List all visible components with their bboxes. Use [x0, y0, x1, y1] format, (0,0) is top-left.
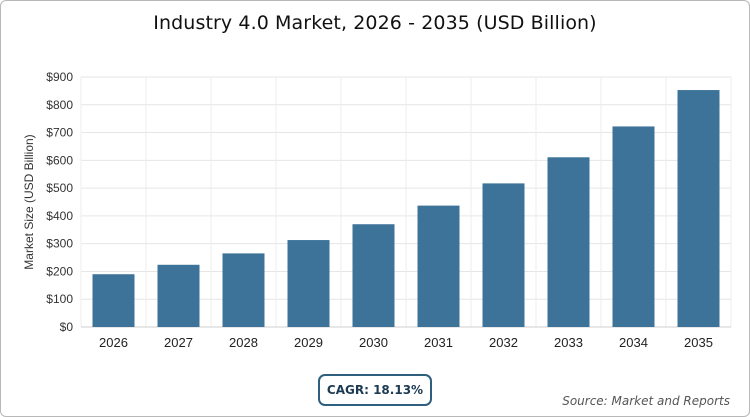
y-axis-label: Market Size (USD Billion) [22, 134, 36, 269]
x-tick-label: 2028 [229, 335, 258, 350]
x-tick-label: 2030 [359, 335, 388, 350]
cagr-badge: CAGR: 18.13% [318, 374, 432, 406]
chart-title: Industry 4.0 Market, 2026 - 2035 (USD Bi… [153, 12, 597, 34]
bar [92, 274, 135, 327]
x-tick-label: 2031 [424, 335, 453, 350]
y-tick-label: $0 [60, 320, 74, 334]
bar [352, 224, 395, 327]
y-tick-label: $500 [46, 181, 73, 195]
x-tick-label: 2034 [619, 335, 648, 350]
x-tick-label: 2026 [99, 335, 128, 350]
x-tick-label: 2032 [489, 335, 518, 350]
bar [612, 126, 655, 327]
y-tick-label: $800 [46, 98, 73, 112]
source-note: Source: Market and Reports [562, 394, 730, 408]
y-tick-label: $700 [46, 126, 73, 140]
x-tick-label: 2027 [164, 335, 193, 350]
bar [482, 183, 525, 327]
y-tick-label: $900 [46, 70, 73, 84]
bar [677, 90, 720, 327]
bar [547, 157, 590, 327]
bar [417, 205, 460, 327]
bar [157, 264, 200, 327]
y-tick-label: $200 [46, 264, 73, 278]
y-tick-label: $100 [46, 292, 73, 306]
y-tick-label: $400 [46, 209, 73, 223]
x-tick-label: 2029 [294, 335, 323, 350]
x-tick-label: 2035 [684, 335, 713, 350]
y-tick-label: $600 [46, 153, 73, 167]
x-tick-label: 2033 [554, 335, 583, 350]
y-tick-label: $300 [46, 237, 73, 251]
bar [222, 253, 265, 327]
bar [287, 240, 330, 327]
